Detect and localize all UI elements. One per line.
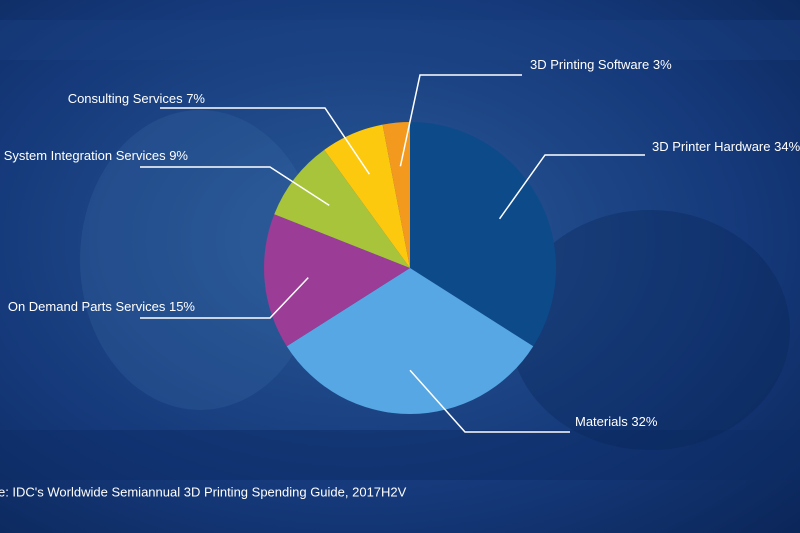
slice-name: System Integration Services [4,148,166,163]
pie-slice [286,268,534,414]
slice-name: Materials [575,414,628,429]
leader-line [160,107,371,175]
slice-name: Consulting Services [68,91,183,106]
slice-label: 3D Printing Software 3% [530,57,672,72]
slice-value: 7% [186,91,205,106]
pie-slice [324,124,410,268]
source-note: Source: IDC's Worldwide Semiannual 3D Pr… [0,484,407,499]
pie-slice [274,149,410,268]
slice-label: 3D Printer Hardware 34% [652,139,800,154]
leader-line [140,277,309,319]
slice-value: 3% [653,57,672,72]
slice-name: 3D Printing Software [530,57,649,72]
background-shape [510,210,790,450]
slice-label: Materials 32% [575,414,658,429]
background-shape [0,430,800,480]
background-shape [0,20,800,60]
slice-name: 3D Printer Hardware [652,139,771,154]
slice-name: On Demand Parts Services [8,299,166,314]
slice-value: 9% [169,148,188,163]
slice-label: Consulting Services 7% [68,91,206,106]
slice-value: 32% [631,414,657,429]
pie-slice [410,122,556,347]
slice-value: 34% [774,139,800,154]
slice-value: 15% [169,299,195,314]
slice-label: On Demand Parts Services 15% [8,299,196,314]
slice-label: System Integration Services 9% [4,148,189,163]
leader-line [140,166,330,206]
pie-slice [382,122,410,268]
background-shape [80,110,320,410]
leader-line [498,154,645,220]
pie-slice [263,214,410,347]
leader-line [399,74,522,167]
leader-line [409,369,570,433]
